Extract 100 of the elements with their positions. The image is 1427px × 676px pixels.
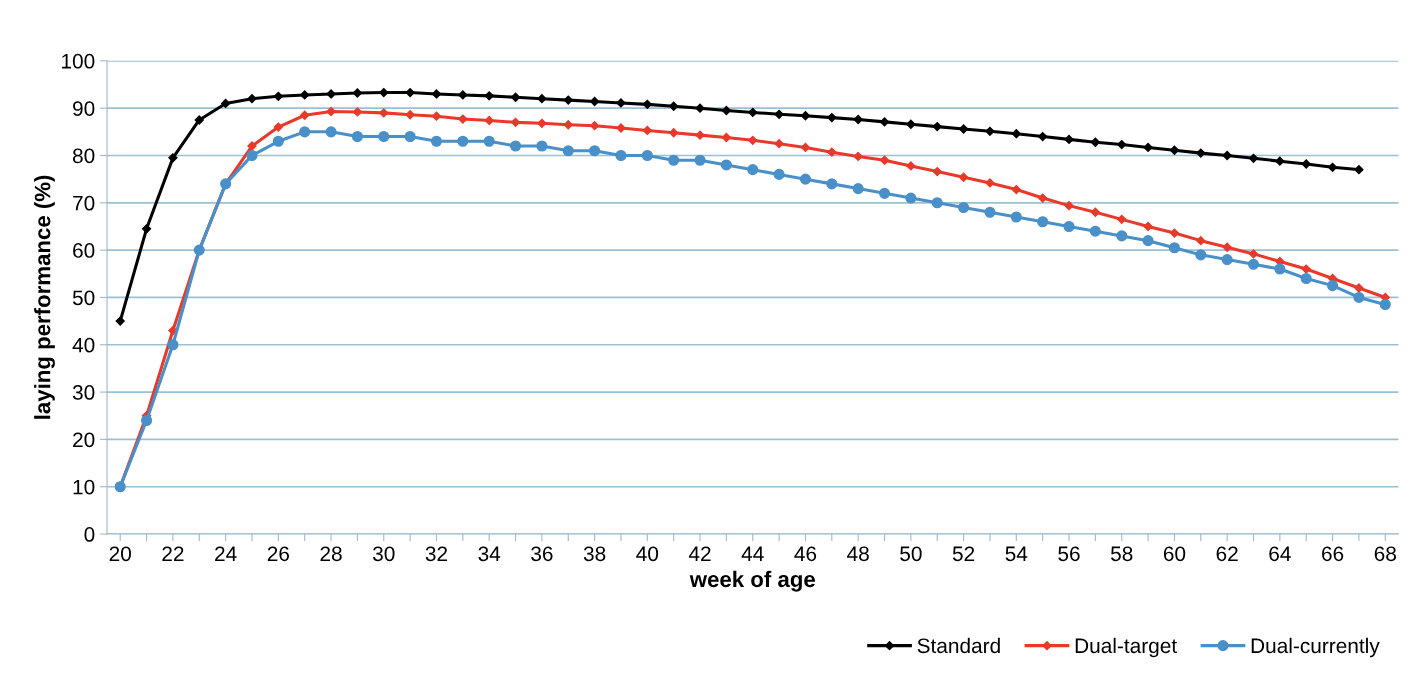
point <box>853 151 863 162</box>
point <box>299 126 311 138</box>
point <box>1327 280 1339 292</box>
point <box>984 206 996 218</box>
point <box>1327 162 1338 172</box>
point <box>932 121 942 132</box>
point <box>1064 201 1074 211</box>
point <box>352 107 363 117</box>
point <box>985 178 995 188</box>
point <box>141 414 153 427</box>
point <box>747 164 759 176</box>
x-tick-label: 58 <box>1110 546 1133 562</box>
point <box>669 128 679 138</box>
point <box>1142 235 1154 247</box>
point <box>483 135 495 147</box>
y-tick-label: 0 <box>84 527 95 542</box>
point <box>1247 258 1260 270</box>
x-tick-label: 54 <box>1005 546 1028 562</box>
point <box>247 94 257 104</box>
point <box>774 109 784 119</box>
point <box>458 90 468 100</box>
point <box>378 130 390 143</box>
point <box>958 172 969 182</box>
point <box>300 110 310 120</box>
point <box>430 135 443 147</box>
point <box>721 132 732 143</box>
point <box>458 114 468 124</box>
legend-label: Dual-currently <box>1251 637 1380 658</box>
point <box>484 115 494 126</box>
point <box>431 111 442 121</box>
point <box>273 122 283 132</box>
y-tick-label: 20 <box>73 432 95 448</box>
point <box>721 105 732 116</box>
y-tick-label: 30 <box>72 385 95 400</box>
point <box>827 147 837 157</box>
point <box>1168 242 1180 254</box>
x-tick-label: 44 <box>741 546 764 561</box>
x-tick-label: 28 <box>320 546 342 562</box>
point <box>642 125 652 136</box>
point <box>1354 283 1364 293</box>
y-tick-label: 80 <box>72 148 95 164</box>
point <box>1354 165 1364 175</box>
point <box>1169 228 1180 238</box>
x-tick-label: 66 <box>1322 546 1344 562</box>
point <box>879 155 890 165</box>
point <box>1010 211 1022 223</box>
point <box>985 126 995 136</box>
point <box>1300 272 1312 285</box>
point <box>457 135 469 147</box>
x-tick-label: 46 <box>794 546 817 562</box>
x-tick-label: 40 <box>636 546 659 562</box>
point <box>589 96 600 107</box>
point <box>1275 156 1285 166</box>
y-tick-label: 10 <box>73 479 95 495</box>
point <box>325 126 337 138</box>
point <box>326 106 336 117</box>
point <box>484 91 494 101</box>
point <box>878 187 891 199</box>
point <box>589 145 601 157</box>
point <box>641 149 653 162</box>
x-tick-label: 20 <box>109 546 131 562</box>
point <box>827 113 837 123</box>
point <box>1248 153 1259 163</box>
point <box>720 159 732 171</box>
point <box>1301 264 1311 274</box>
x-tick-label: 62 <box>1216 546 1238 562</box>
point <box>695 103 705 113</box>
x-axis-title: week of age <box>689 570 815 592</box>
x-tick-label: 38 <box>583 546 606 562</box>
point <box>1038 131 1048 142</box>
x-tick-label: 42 <box>688 546 711 561</box>
x-tick-label: 36 <box>531 546 553 562</box>
point <box>1222 242 1232 252</box>
x-tick-label: 56 <box>1058 546 1080 562</box>
point <box>273 91 283 101</box>
point <box>906 119 916 129</box>
point <box>536 140 548 152</box>
point <box>1169 145 1180 155</box>
point <box>246 149 258 162</box>
point <box>1090 207 1100 217</box>
point <box>773 168 785 180</box>
point <box>1063 220 1075 233</box>
point <box>1090 137 1100 147</box>
y-tick-label: 70 <box>73 195 95 211</box>
legend-label: Dual-target <box>1075 637 1177 658</box>
x-tick-label: 26 <box>267 546 290 562</box>
point <box>115 316 125 326</box>
point <box>1248 249 1259 259</box>
x-tick-label: 24 <box>215 546 237 561</box>
x-tick-label: 52 <box>952 546 975 562</box>
point <box>800 142 811 153</box>
point <box>642 99 652 109</box>
point <box>300 90 310 100</box>
point <box>774 139 784 149</box>
point <box>404 130 416 143</box>
point <box>1196 148 1206 158</box>
x-tick-label: 48 <box>847 546 869 562</box>
x-tick-label: 32 <box>425 546 448 562</box>
point <box>563 120 573 130</box>
point <box>1117 139 1127 150</box>
